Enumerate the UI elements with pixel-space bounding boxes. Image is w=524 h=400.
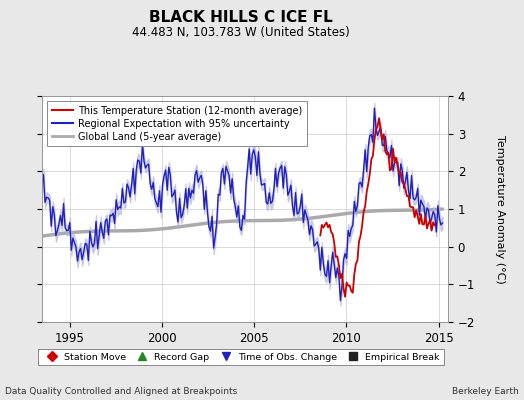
Text: 44.483 N, 103.783 W (United States): 44.483 N, 103.783 W (United States) [132,26,350,39]
Text: Data Quality Controlled and Aligned at Breakpoints: Data Quality Controlled and Aligned at B… [5,387,237,396]
Text: BLACK HILLS C ICE FL: BLACK HILLS C ICE FL [149,10,333,25]
Legend: This Temperature Station (12-month average), Regional Expectation with 95% uncer: This Temperature Station (12-month avera… [47,101,307,146]
Y-axis label: Temperature Anomaly (°C): Temperature Anomaly (°C) [495,135,505,283]
Legend: Station Move, Record Gap, Time of Obs. Change, Empirical Break: Station Move, Record Gap, Time of Obs. C… [38,349,444,365]
Text: Berkeley Earth: Berkeley Earth [452,387,519,396]
